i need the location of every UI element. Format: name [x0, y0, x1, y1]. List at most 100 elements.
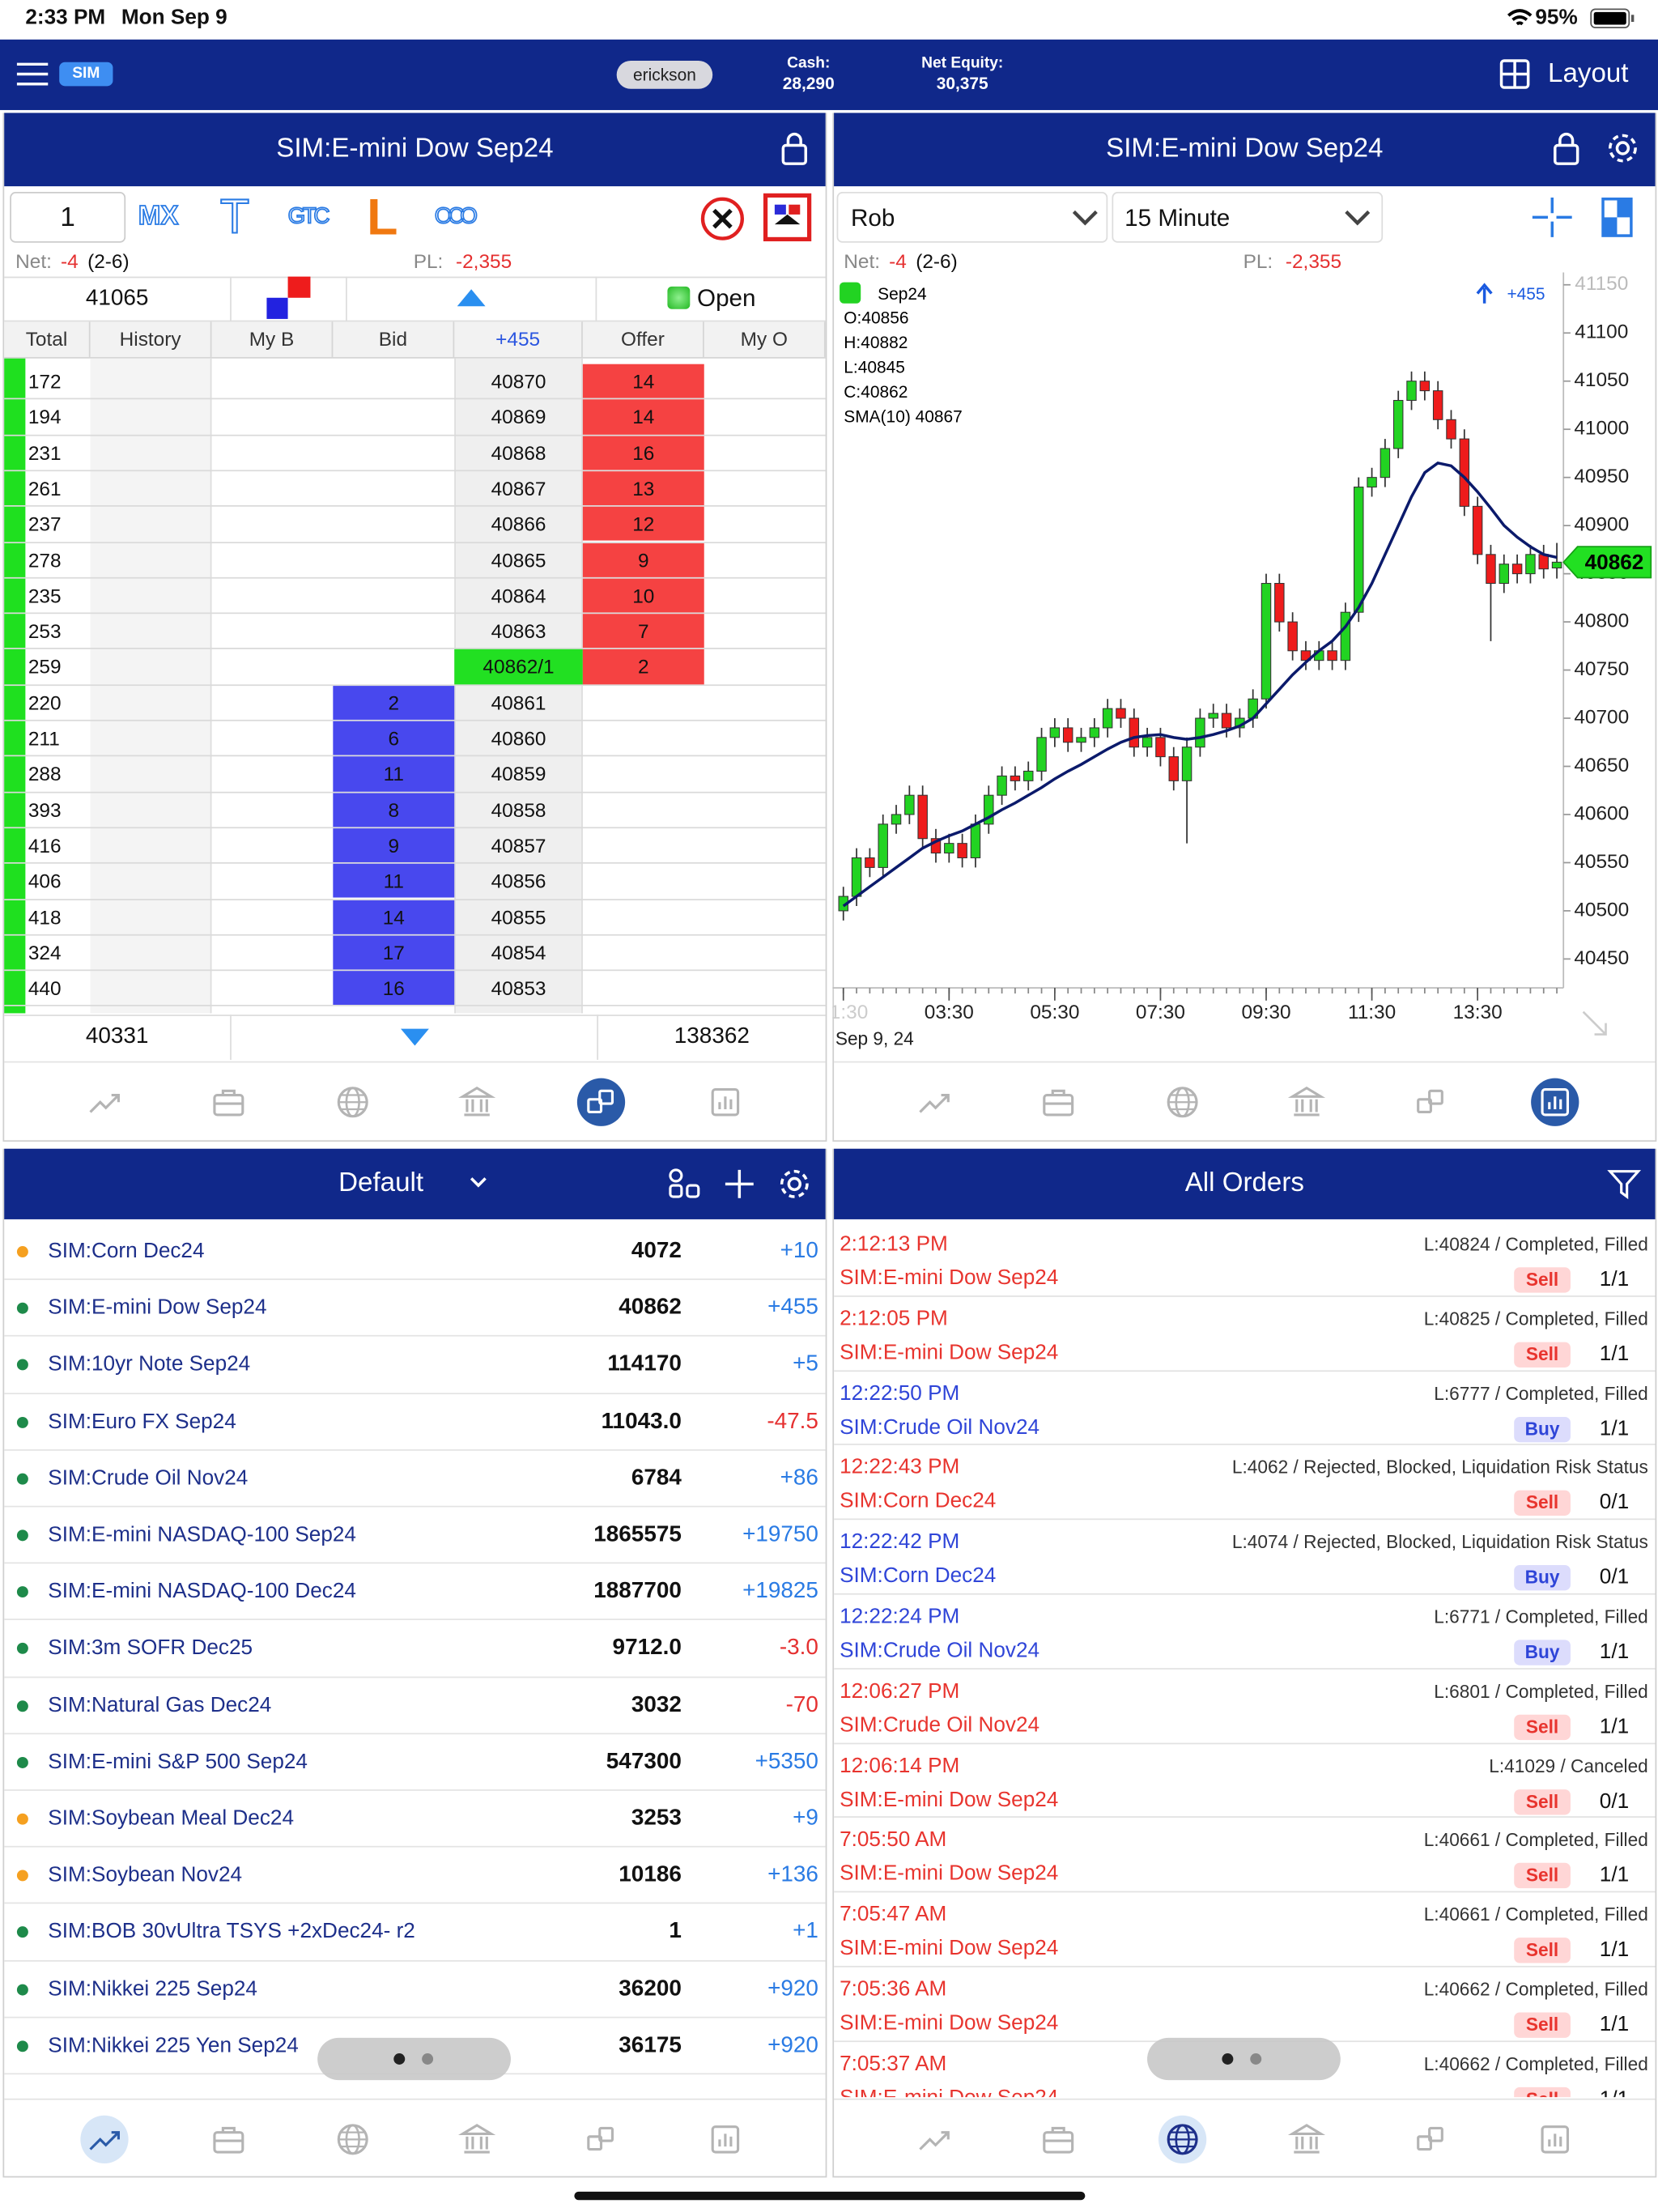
price-cell[interactable]: 40860: [491, 726, 546, 750]
tab-button[interactable]: [336, 1085, 370, 1119]
tab-button[interactable]: [211, 2122, 245, 2156]
interval-dropdown[interactable]: 15 Minute: [1112, 192, 1384, 243]
watchlist-row[interactable]: [4, 1223, 826, 1281]
tab-button[interactable]: [1041, 2122, 1075, 2156]
lock-button[interactable]: [780, 131, 809, 165]
bid-cell[interactable]: 6: [333, 721, 455, 756]
order-row[interactable]: [834, 1521, 1656, 1595]
order-row[interactable]: [834, 1595, 1656, 1670]
tab-button[interactable]: [709, 2122, 743, 2156]
tab-button[interactable]: [585, 1085, 619, 1119]
order-row[interactable]: [834, 1819, 1656, 1893]
watchlist-row[interactable]: [4, 1621, 826, 1678]
price-cell[interactable]: 40863: [491, 619, 546, 643]
bid-cell[interactable]: 11: [333, 864, 455, 899]
add-symbol-button[interactable]: [724, 1168, 755, 1199]
order-type-button[interactable]: L: [367, 189, 398, 246]
tab-button[interactable]: [458, 1085, 496, 1119]
offer-cell[interactable]: 2: [582, 649, 704, 684]
watchlist-settings-button[interactable]: [777, 1167, 811, 1201]
tab-button[interactable]: [87, 2122, 121, 2156]
tab-button[interactable]: [458, 2122, 496, 2156]
order-row[interactable]: [834, 1744, 1656, 1819]
offer-cell[interactable]: 9: [582, 542, 704, 577]
watchlist-row[interactable]: [4, 1791, 826, 1848]
tab-button[interactable]: [1414, 2122, 1448, 2156]
price-cell[interactable]: 40864: [491, 584, 546, 607]
bid-cell[interactable]: 11: [333, 756, 455, 792]
offer-cell[interactable]: 16: [582, 435, 704, 470]
flatten-button[interactable]: [763, 193, 812, 242]
add-symbol-group-button[interactable]: [669, 1168, 700, 1199]
tab-button[interactable]: [211, 1085, 245, 1119]
offer-cell[interactable]: 12: [582, 507, 704, 542]
offer-cell[interactable]: 14: [582, 364, 704, 399]
price-cell[interactable]: 40855: [491, 905, 546, 929]
watchlist-row[interactable]: [4, 1337, 826, 1394]
bid-cell[interactable]: 17: [333, 935, 455, 970]
bid-cell[interactable]: 8: [333, 792, 455, 827]
order-type-button[interactable]: MX: [138, 201, 180, 232]
tab-button[interactable]: [1166, 2122, 1200, 2156]
watchlist-title[interactable]: Default: [338, 1168, 424, 1198]
tab-button[interactable]: [87, 1085, 121, 1119]
price-cell[interactable]: 40868: [491, 440, 546, 464]
crosshair-button[interactable]: [1532, 198, 1572, 237]
chart-layout-button[interactable]: [1601, 198, 1633, 237]
price-cell[interactable]: 40866: [491, 513, 546, 535]
price-cell[interactable]: 40870: [491, 369, 546, 393]
offer-cell[interactable]: 13: [582, 470, 704, 506]
user-pill[interactable]: erickson: [616, 60, 713, 89]
order-row[interactable]: [834, 1445, 1656, 1521]
settings-button[interactable]: [1606, 131, 1640, 165]
order-row[interactable]: [834, 1893, 1656, 1967]
watchlist-row[interactable]: [4, 1961, 826, 2018]
price-cell[interactable]: 40862/1: [454, 649, 583, 684]
price-cell[interactable]: 40856: [491, 870, 546, 892]
price-chart[interactable]: 40450 40500 40550 40600 40650 40700 40750 40800…: [832, 272, 1655, 1058]
tab-button[interactable]: [585, 2122, 619, 2156]
scroll-down-button[interactable]: [401, 1028, 429, 1046]
order-row[interactable]: [834, 1222, 1656, 1297]
price-cell[interactable]: 40867: [491, 476, 546, 500]
tab-button[interactable]: [1539, 2122, 1573, 2156]
watchlist-row[interactable]: [4, 1734, 826, 1791]
tab-button[interactable]: [1166, 1085, 1200, 1119]
price-cell[interactable]: 40861: [491, 691, 546, 714]
tab-button[interactable]: [709, 1085, 743, 1119]
cancel-all-button[interactable]: [700, 196, 746, 241]
tab-button[interactable]: [336, 2122, 370, 2156]
layout-icon[interactable]: [1499, 59, 1530, 89]
bid-cell[interactable]: 16: [333, 971, 455, 1006]
price-cell[interactable]: 40854: [491, 941, 546, 964]
order-type-button[interactable]: OCO: [434, 204, 478, 229]
tab-button[interactable]: [1288, 1085, 1326, 1119]
order-row[interactable]: [834, 1670, 1656, 1744]
watchlist-row[interactable]: [4, 1904, 826, 1962]
tab-button[interactable]: [1414, 1085, 1448, 1119]
scroll-up-button[interactable]: [457, 289, 486, 307]
watchlist-row[interactable]: [4, 1848, 826, 1904]
tab-button[interactable]: [916, 2122, 950, 2156]
order-type-button[interactable]: GTC: [287, 204, 331, 229]
tab-button[interactable]: [1539, 1085, 1573, 1119]
filter-button[interactable]: [1607, 1168, 1642, 1200]
tab-button[interactable]: [1041, 1085, 1075, 1119]
tab-button[interactable]: [1288, 2122, 1326, 2156]
quantity-input[interactable]: 1: [10, 192, 126, 243]
watchlist-row[interactable]: [4, 1280, 826, 1338]
watchlist-row[interactable]: [4, 1678, 826, 1734]
price-cell[interactable]: 40858: [491, 798, 546, 821]
price-cell[interactable]: 40853: [491, 976, 546, 1000]
price-cell[interactable]: 40857: [491, 833, 546, 857]
lock-button[interactable]: [1552, 131, 1580, 165]
price-cell[interactable]: 40859: [491, 762, 546, 785]
bid-cell[interactable]: 2: [333, 685, 455, 720]
offer-cell[interactable]: 7: [582, 614, 704, 649]
layout-button[interactable]: Layout: [1548, 59, 1629, 89]
order-row[interactable]: [834, 1296, 1656, 1372]
price-cell[interactable]: 40869: [491, 405, 546, 428]
watchlist-row[interactable]: [4, 1393, 826, 1451]
watchlist-row[interactable]: [4, 1450, 826, 1508]
order-type-button[interactable]: T: [219, 189, 250, 245]
